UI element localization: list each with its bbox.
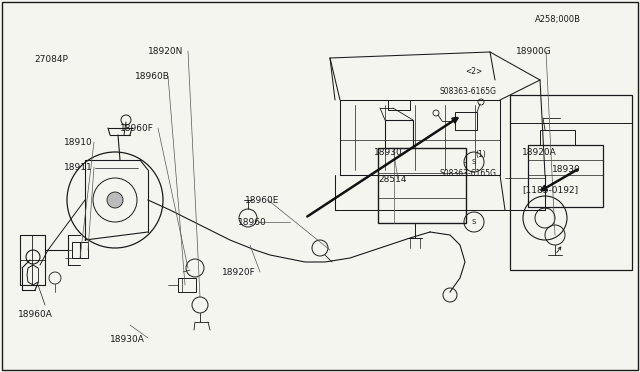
Text: 18960E: 18960E xyxy=(245,196,280,205)
Text: 18911: 18911 xyxy=(64,163,93,172)
Bar xyxy=(510,95,632,270)
Text: 18920N: 18920N xyxy=(148,47,184,56)
Bar xyxy=(455,112,477,130)
Bar xyxy=(378,148,466,223)
Text: 18960B: 18960B xyxy=(135,72,170,81)
Text: 18930: 18930 xyxy=(374,148,403,157)
Text: 18960: 18960 xyxy=(238,218,267,227)
Text: 28514: 28514 xyxy=(378,175,406,184)
Bar xyxy=(540,130,575,145)
Text: 18920F: 18920F xyxy=(222,268,256,277)
Text: (1): (1) xyxy=(475,150,486,159)
Bar xyxy=(388,100,410,110)
Text: 18920A: 18920A xyxy=(522,148,557,157)
Text: 18930: 18930 xyxy=(552,165,580,174)
Text: S08363-6165G: S08363-6165G xyxy=(440,87,497,96)
Bar xyxy=(72,242,88,258)
Bar xyxy=(385,120,413,148)
Text: 18910: 18910 xyxy=(64,138,93,147)
Text: A258;000B: A258;000B xyxy=(535,15,581,24)
Text: 27084P: 27084P xyxy=(34,55,68,64)
Text: 18960F: 18960F xyxy=(120,124,154,133)
Text: <2>: <2> xyxy=(465,67,483,76)
Text: 18930A: 18930A xyxy=(110,335,145,344)
Circle shape xyxy=(107,192,123,208)
Bar xyxy=(178,278,196,292)
Text: S: S xyxy=(472,159,476,165)
Bar xyxy=(528,145,603,207)
Text: S: S xyxy=(472,219,476,225)
Text: S08363-6165G: S08363-6165G xyxy=(440,169,497,178)
Text: [1185-0192]: [1185-0192] xyxy=(522,185,578,194)
Text: 18960A: 18960A xyxy=(18,310,53,319)
Text: 18900G: 18900G xyxy=(516,47,552,56)
